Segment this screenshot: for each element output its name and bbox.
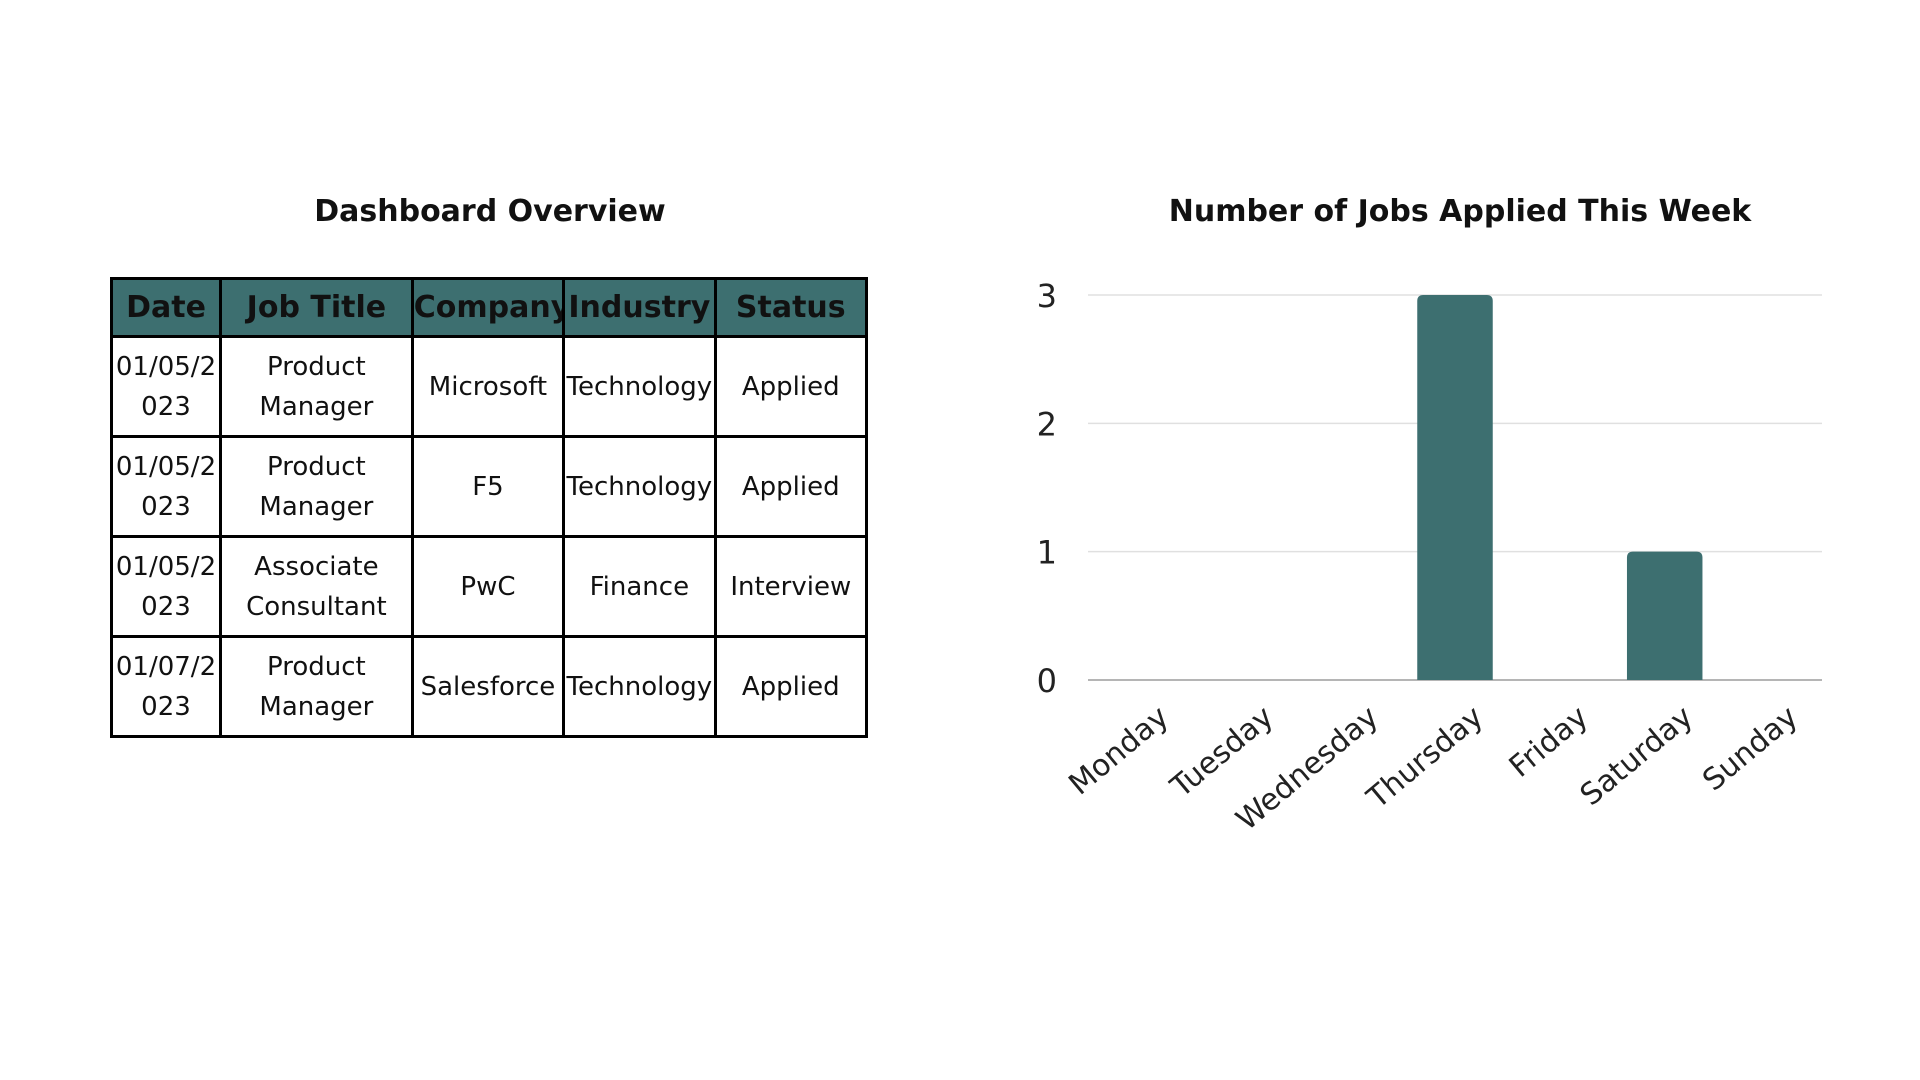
x-tick-label: Saturday [1574, 699, 1700, 813]
cell-status: Applied [713, 335, 869, 438]
cell-company: Salesforce [410, 635, 566, 738]
cell-date: 01/05/2023 [110, 535, 222, 638]
table-header-row: Date Job Title Company Industry Status [110, 277, 869, 338]
cell-job-title: Associate Consultant [219, 535, 414, 638]
cell-job-title: Product Manager [219, 335, 414, 438]
y-tick-label: 2 [1037, 405, 1057, 443]
column-header-industry: Industry [562, 277, 717, 338]
cell-date: 01/07/2023 [110, 635, 222, 738]
cell-date: 01/05/2023 [110, 335, 222, 438]
cell-status: Applied [713, 435, 869, 538]
cell-date: 01/05/2023 [110, 435, 222, 538]
table-row: 01/07/2023 Product Manager Salesforce Te… [110, 635, 869, 738]
cell-industry: Technology [562, 335, 717, 438]
cell-company: Microsoft [410, 335, 566, 438]
y-tick-label: 3 [1037, 277, 1057, 315]
table-title: Dashboard Overview [314, 194, 666, 229]
cell-industry: Technology [562, 635, 717, 738]
table-row: 01/05/2023 Product Manager F5 Technology… [110, 435, 869, 538]
x-tick-label: Friday [1503, 699, 1595, 784]
column-header-date: Date [110, 277, 222, 338]
cell-job-title: Product Manager [219, 435, 414, 538]
cell-job-title: Product Manager [219, 635, 414, 738]
column-header-status: Status [713, 277, 869, 338]
x-tick-label: Sunday [1696, 699, 1804, 798]
cell-industry: Technology [562, 435, 717, 538]
cell-company: PwC [410, 535, 566, 638]
bar-thursday [1417, 295, 1493, 680]
jobs-table: Date Job Title Company Industry Status 0… [110, 277, 869, 738]
y-tick-label: 1 [1037, 534, 1057, 572]
y-tick-label: 0 [1037, 662, 1057, 700]
table-row: 01/05/2023 Product Manager Microsoft Tec… [110, 335, 869, 438]
chart-title: Number of Jobs Applied This Week [1168, 194, 1752, 229]
x-tick-label: Monday [1062, 699, 1175, 802]
cell-status: Interview [713, 535, 869, 638]
x-tick-label: Thursday [1360, 699, 1490, 816]
column-header-company: Company [410, 277, 566, 338]
cell-industry: Finance [562, 535, 717, 638]
bar-saturday [1626, 551, 1703, 680]
table-row: 01/05/2023 Associate Consultant PwC Fina… [110, 535, 869, 638]
cell-company: F5 [410, 435, 566, 538]
column-header-job-title: Job Title [219, 277, 414, 338]
cell-status: Applied [713, 635, 869, 738]
